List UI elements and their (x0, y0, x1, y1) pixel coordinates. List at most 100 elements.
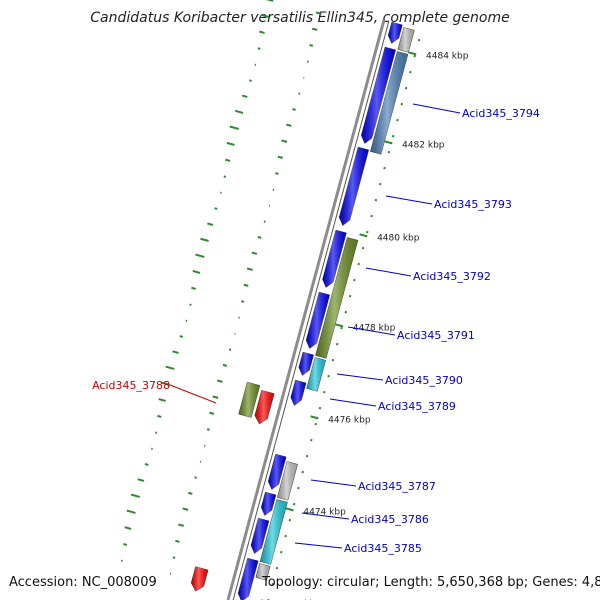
cyan-feature-2-shade (260, 499, 288, 565)
gene-label-leader (412, 103, 461, 114)
gc-content-mark (214, 207, 218, 210)
gc-skew-mark (281, 139, 288, 143)
gene-label: Acid345_3789 (378, 400, 456, 413)
kbp-tick (285, 507, 294, 512)
gc-skew-mark (277, 155, 283, 159)
gene-label: Acid345_3788 (92, 379, 170, 392)
cds-block-3-shade (339, 147, 369, 226)
gc-skew-dot (370, 214, 373, 218)
gc-skew-dot (297, 486, 300, 490)
gc-content-mark (191, 286, 196, 290)
gc-content-mark (257, 47, 261, 50)
gc-skew-mark (222, 363, 228, 367)
gc-content-mark (124, 526, 132, 530)
gc-content-mark (234, 109, 244, 114)
map-title: Candidatus Koribacter versatilis Ellin34… (90, 10, 510, 26)
gc-skew-mark (216, 379, 223, 383)
gc-content-mark (172, 350, 179, 354)
gc-skew-dot (305, 454, 309, 458)
gc-skew-dot (280, 550, 283, 554)
gc-content-mark (260, 13, 270, 18)
gc-skew-mark (241, 300, 245, 303)
gc-skew-dot (327, 374, 330, 378)
gene-label: Acid345_3791 (397, 329, 475, 342)
gc-skew-dot (288, 518, 292, 522)
gc-skew-mark (182, 507, 189, 511)
gene-label-leader (301, 512, 350, 520)
gc-content-mark (157, 414, 162, 418)
gc-skew-mark (212, 395, 219, 399)
cds-block-9-shade (261, 492, 276, 516)
gc-skew-dot (314, 422, 317, 426)
gc-skew-mark (194, 476, 197, 479)
gene-label-leader (347, 326, 396, 336)
gc-skew-mark (292, 108, 296, 111)
cds-block-2-shade (361, 47, 396, 144)
gc-skew-mark (315, 11, 322, 15)
gene-label: Acid345_3793 (434, 198, 512, 211)
cds-block-11-shade (238, 558, 259, 600)
kbp-tick-label: 4482 kbp (402, 140, 445, 150)
gc-skew-dot (331, 358, 335, 362)
kbp-tick-label: 4484 kbp (426, 51, 469, 61)
gc-skew-mark (172, 556, 176, 559)
gene-label: Acid345_3787 (358, 480, 436, 493)
gene-label: Acid345_3786 (351, 513, 429, 526)
gene-label-leader (294, 542, 343, 549)
gc-skew-dot (292, 502, 296, 506)
gc-content-mark (160, 381, 171, 386)
gc-content-mark (265, 0, 274, 2)
backbone-edge (232, 21, 390, 600)
gc-skew-mark (257, 236, 262, 239)
gc-skew-dot (396, 118, 399, 122)
gc-skew-mark (251, 251, 258, 255)
gc-skew-dot (284, 534, 287, 538)
gc-skew-dot (366, 230, 369, 234)
gc-skew-mark (178, 523, 184, 527)
gc-skew-mark (311, 27, 318, 31)
gc-content-mark (207, 222, 214, 226)
cds-block-6-shade (298, 352, 314, 376)
olive-feature-reverse-shade (238, 382, 260, 418)
gc-skew-dot (344, 310, 348, 314)
kbp-tick-label: 4480 kbp (377, 233, 420, 243)
gc-content-mark (130, 493, 141, 498)
grey-feature-3-shade (255, 563, 271, 581)
gc-content-mark (225, 158, 231, 162)
gc-skew-dot (348, 294, 352, 298)
gc-content-mark (165, 365, 175, 370)
cds-block-8-shade (268, 454, 287, 490)
gc-skew-dot (383, 166, 386, 170)
gc-content-mark (192, 269, 201, 274)
gc-skew-dot (413, 54, 416, 58)
gc-content-mark (126, 509, 136, 514)
gc-skew-mark (275, 172, 279, 175)
gene-label: Acid345_3792 (413, 270, 491, 283)
gc-skew-mark (228, 348, 232, 351)
gc-skew-dot (335, 342, 339, 346)
gc-skew-dot (400, 102, 403, 106)
gc-skew-dot (357, 262, 360, 266)
gc-skew-mark (309, 44, 314, 47)
gene-label-leader (336, 373, 384, 381)
gc-skew-dot (361, 246, 365, 250)
cds-block-1-shade (388, 22, 403, 44)
gc-skew-mark (206, 428, 210, 431)
gc-skew-dot (387, 150, 391, 154)
cds-block-4-shade (322, 230, 347, 288)
gene-label: Acid345_3794 (462, 107, 540, 120)
olive-feature-1-shade (315, 237, 358, 359)
gc-content-mark (158, 398, 166, 402)
gene-label-leader (365, 267, 412, 277)
gc-content-mark (249, 79, 252, 82)
gc-skew-mark (246, 267, 253, 271)
kbp-tick-label: 4478 kbp (353, 323, 396, 333)
kbp-tick (408, 51, 417, 56)
gene-label-leader (385, 195, 433, 205)
grey-feature-1-shade (397, 27, 415, 53)
kbp-tick-label: 4474 kbp (303, 507, 346, 517)
gc-skew-dot (275, 566, 279, 570)
gc-content-mark (137, 478, 145, 482)
gc-skew-dot (391, 134, 395, 138)
